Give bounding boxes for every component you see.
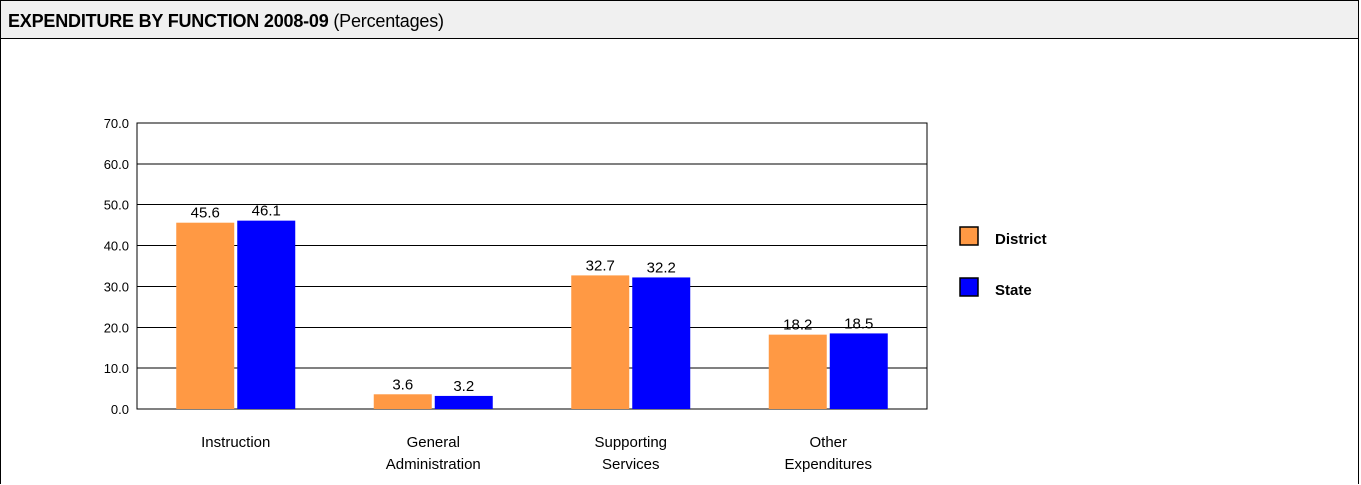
chart-title-main: EXPENDITURE BY FUNCTION 2008-09 <box>8 11 329 31</box>
y-tick-label: 10.0 <box>104 361 129 376</box>
y-tick-label: 0.0 <box>111 402 129 417</box>
bar-state <box>829 333 888 409</box>
y-tick-label: 70.0 <box>104 116 129 131</box>
x-category-label: Supporting <box>594 434 667 451</box>
x-category-label: Expenditures <box>784 456 872 473</box>
plot-area <box>136 122 928 410</box>
data-label: 45.6 <box>191 205 220 222</box>
data-label: 3.6 <box>392 376 413 393</box>
chart-title: EXPENDITURE BY FUNCTION 2008-09 (Percent… <box>8 11 444 32</box>
x-category-label: General <box>407 434 460 451</box>
legend-label-state: State <box>995 282 1032 299</box>
data-label: 46.1 <box>252 203 281 220</box>
y-tick-label: 20.0 <box>104 320 129 335</box>
x-category-label: Instruction <box>201 434 270 451</box>
y-tick-label: 30.0 <box>104 279 129 294</box>
chart-title-unit: (Percentages) <box>333 11 444 31</box>
legend-swatch-district <box>959 226 979 246</box>
bar-district <box>768 334 827 409</box>
y-tick-label: 60.0 <box>104 157 129 172</box>
bar-state <box>434 395 493 409</box>
bar-district <box>176 222 235 409</box>
bar-district <box>571 275 630 409</box>
bar-state <box>632 277 691 409</box>
data-label: 32.7 <box>586 257 615 274</box>
bar-state <box>237 220 296 409</box>
x-category-label: Services <box>602 456 660 473</box>
y-tick-label: 40.0 <box>104 239 129 254</box>
legend-label-district: District <box>995 231 1047 248</box>
data-label: 3.2 <box>453 378 474 395</box>
x-category-label: Other <box>809 434 847 451</box>
data-label: 32.2 <box>647 259 676 276</box>
y-tick-label: 50.0 <box>104 198 129 213</box>
data-label: 18.5 <box>844 315 873 332</box>
data-label: 18.2 <box>783 317 812 334</box>
legend-swatch-state <box>959 277 979 297</box>
bar-district <box>373 394 432 409</box>
x-category-label: Administration <box>386 456 481 473</box>
chart-header: EXPENDITURE BY FUNCTION 2008-09 (Percent… <box>1 1 1358 39</box>
